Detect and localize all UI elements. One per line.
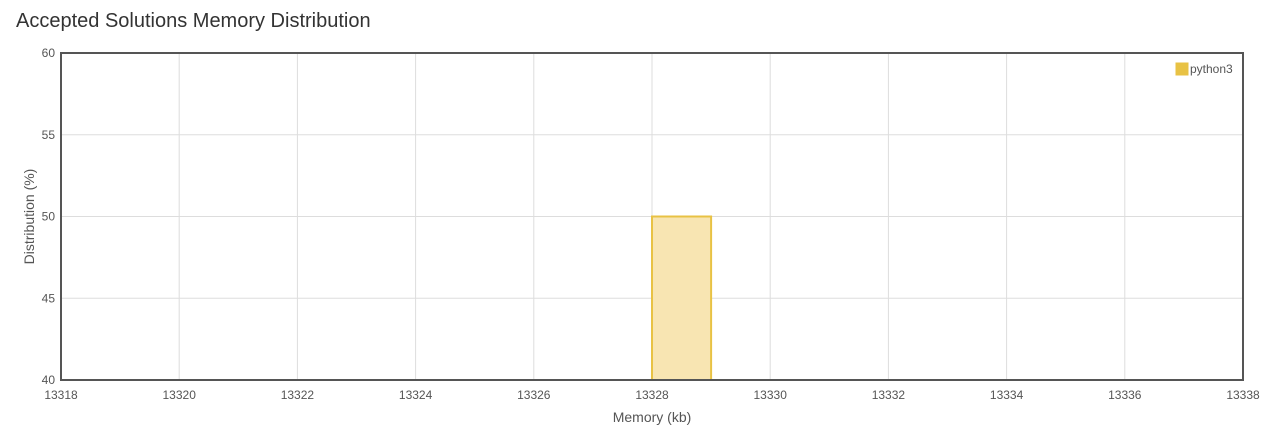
x-tick-label: 13328 (635, 388, 669, 402)
x-tick-label: 13318 (44, 388, 78, 402)
x-tick-label: 13336 (1108, 388, 1142, 402)
y-tick-label: 60 (42, 46, 56, 60)
x-tick-label: 13330 (754, 388, 788, 402)
bars (651, 215, 713, 381)
chart-title: Accepted Solutions Memory Distribution (16, 10, 371, 32)
x-tick-label: 13326 (517, 388, 551, 402)
x-tick-labels: 13318 13320 13322 13324 13326 13328 13330 13332… (44, 388, 1260, 402)
x-tick-label: 13320 (163, 388, 197, 402)
legend-swatch (1175, 62, 1189, 76)
bar[interactable] (651, 215, 713, 381)
x-tick-label: 13324 (399, 388, 433, 402)
x-axis-label: Memory (kb) (613, 409, 692, 425)
y-tick-label: 55 (42, 128, 56, 142)
x-tick-label: 13334 (990, 388, 1024, 402)
x-tick-label: 13338 (1226, 388, 1260, 402)
x-tick-label: 13322 (281, 388, 315, 402)
x-tick-label: 13332 (872, 388, 906, 402)
y-tick-label: 45 (42, 291, 56, 305)
y-tick-label: 40 (42, 373, 56, 387)
y-tick-label: 50 (42, 210, 56, 224)
legend-label: python3 (1190, 62, 1233, 76)
y-tick-labels: 40 45 50 55 60 (42, 46, 56, 387)
legend[interactable]: python3 (1175, 62, 1233, 76)
y-axis-label: Distribution (%) (21, 169, 37, 265)
plot-frame (60, 52, 1244, 381)
